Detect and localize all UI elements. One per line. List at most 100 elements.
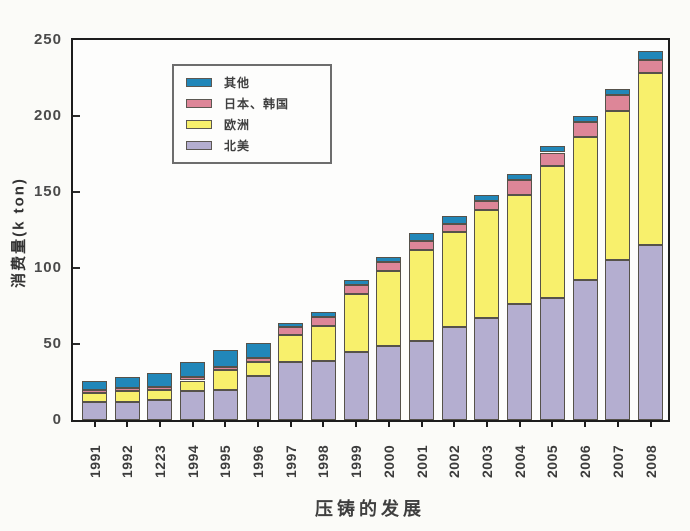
- x-axis-tick: [224, 422, 227, 427]
- bar-segment-north-america: [343, 351, 369, 420]
- bar-segment-north-america: [180, 391, 206, 420]
- bar-segment-japan-korea: [147, 386, 173, 390]
- x-axis-tick: [420, 422, 423, 427]
- x-axis-tick: [126, 422, 129, 427]
- x-axis-tick: [453, 422, 456, 427]
- bar-segment-north-america: [409, 340, 435, 420]
- bar-segment-japan-korea: [441, 223, 467, 232]
- bar-segment-europe: [507, 195, 533, 305]
- bar-segment-north-america: [278, 362, 304, 420]
- bar-segment-europe: [245, 362, 271, 376]
- legend-item-other: 其他: [186, 74, 318, 91]
- y-axis-tick: [73, 343, 80, 345]
- bar-segment-japan-korea: [114, 388, 140, 392]
- bar-segment-other: [278, 322, 304, 328]
- bar-segment-north-america: [114, 401, 140, 420]
- x-axis-tick: [485, 422, 488, 427]
- x-tick-label: 2003: [478, 444, 495, 478]
- bar-segment-japan-korea: [572, 122, 598, 138]
- bar-segment-europe: [310, 325, 336, 361]
- x-axis-tick: [322, 422, 325, 427]
- bar-segment-north-america: [212, 389, 238, 420]
- x-axis-tick: [355, 422, 358, 427]
- bar-segment-europe: [539, 166, 565, 299]
- legend-item-europe: 欧洲: [186, 116, 318, 133]
- x-axis-title: 压铸的发展: [315, 499, 425, 519]
- bar-segment-other: [474, 195, 500, 202]
- bar-segment-other: [245, 342, 271, 358]
- bar-segment-north-america: [82, 401, 107, 420]
- bar-segment-other: [441, 216, 467, 224]
- x-axis-tick: [387, 422, 390, 427]
- y-axis-tick: [73, 267, 80, 269]
- bar-segment-japan-korea: [343, 284, 369, 294]
- legend-swatch-europe: [186, 120, 212, 129]
- bar-segment-north-america: [441, 327, 467, 420]
- legend-swatch-japan-korea: [186, 99, 212, 108]
- bar-segment-japan-korea: [278, 327, 304, 335]
- bar-segment-other: [82, 380, 107, 390]
- legend-item-japan-korea: 日本、韩国: [186, 95, 318, 112]
- bar-segment-north-america: [376, 345, 402, 420]
- bar-segment-north-america: [245, 375, 271, 420]
- x-axis-tick: [158, 422, 161, 427]
- bar-segment-europe: [343, 293, 369, 352]
- legend-item-north-america: 北美: [186, 137, 318, 154]
- x-axis-tick: [649, 422, 652, 427]
- x-tick-label: 1999: [348, 444, 365, 478]
- bar-segment-japan-korea: [605, 94, 631, 112]
- bar-segment-other: [376, 257, 402, 262]
- bar-segment-other: [180, 362, 206, 378]
- x-tick-label: 1996: [250, 444, 267, 478]
- x-tick-label: 2006: [577, 444, 594, 478]
- x-axis-tick: [518, 422, 521, 427]
- bar-segment-north-america: [539, 298, 565, 420]
- x-tick-label: 2000: [380, 444, 397, 478]
- bar-segment-europe: [441, 231, 467, 328]
- legend: 其他日本、韩国欧洲北美: [172, 64, 332, 164]
- legend-swatch-other: [186, 78, 212, 87]
- legend-label: 日本、韩国: [224, 97, 290, 111]
- bar-segment-europe: [180, 380, 206, 392]
- legend-label: 北美: [224, 139, 251, 153]
- bar-segment-other: [539, 146, 565, 153]
- x-tick-label: 1994: [184, 444, 201, 478]
- y-tick-label: 50: [43, 335, 62, 352]
- legend-label: 欧洲: [224, 118, 251, 132]
- x-tick-label: 2002: [446, 444, 463, 478]
- x-tick-label: 2004: [511, 444, 528, 478]
- bar-segment-japan-korea: [376, 261, 402, 272]
- x-axis-tick: [257, 422, 260, 427]
- bar-segment-japan-korea: [180, 377, 206, 381]
- bar-segment-other: [147, 372, 173, 387]
- bar-segment-europe: [638, 73, 663, 246]
- legend-swatch-north-america: [186, 141, 212, 150]
- bar-segment-europe: [114, 391, 140, 402]
- x-axis-tick: [289, 422, 292, 427]
- y-tick-label: 150: [33, 183, 62, 200]
- x-tick-label: 1995: [217, 444, 234, 478]
- y-axis-tick: [73, 115, 80, 117]
- bar-segment-europe: [82, 392, 107, 402]
- bar-segment-other: [310, 312, 336, 317]
- bar-segment-other: [409, 233, 435, 241]
- x-tick-label: 1991: [86, 444, 103, 478]
- legend-label: 其他: [224, 76, 251, 90]
- x-axis-tick: [584, 422, 587, 427]
- bar-segment-north-america: [474, 318, 500, 420]
- bar-segment-japan-korea: [474, 201, 500, 211]
- plot-area: 其他日本、韩国欧洲北美: [71, 38, 670, 422]
- bar-segment-japan-korea: [310, 316, 336, 326]
- bar-segment-other: [343, 280, 369, 285]
- x-tick-label: 2001: [413, 444, 430, 478]
- bar-segment-other: [572, 116, 598, 123]
- bar-segment-north-america: [507, 304, 533, 420]
- x-tick-label: 2005: [544, 444, 561, 478]
- y-tick-label: 200: [33, 107, 62, 124]
- bar-segment-north-america: [638, 245, 663, 420]
- y-tick-label: 250: [33, 31, 62, 48]
- bar-segment-japan-korea: [539, 152, 565, 167]
- bar-segment-europe: [474, 210, 500, 319]
- x-axis-tick: [191, 422, 194, 427]
